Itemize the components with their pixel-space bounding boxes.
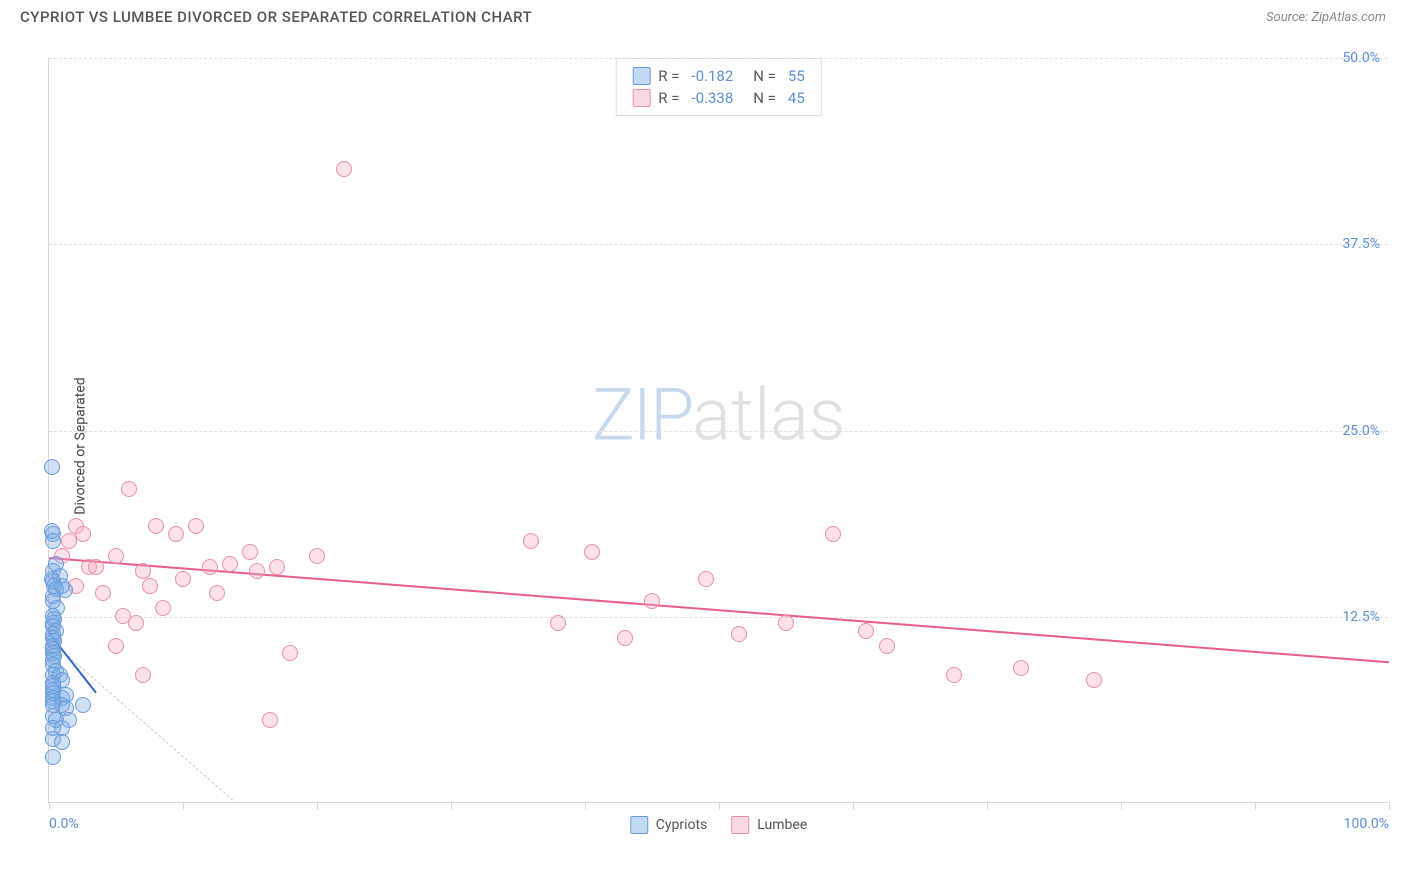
scatter-point-lumbee bbox=[108, 548, 124, 564]
gridline bbox=[49, 617, 1388, 618]
scatter-point-lumbee bbox=[148, 518, 164, 534]
watermark-atlas: atlas bbox=[692, 373, 845, 458]
lumbee-n-value: 45 bbox=[788, 89, 805, 107]
scatter-point-lumbee bbox=[168, 526, 184, 542]
x-tick-label-right: 100.0% bbox=[1344, 816, 1389, 832]
scatter-point-lumbee bbox=[584, 544, 600, 560]
scatter-point-lumbee bbox=[209, 585, 225, 601]
scatter-point-lumbee bbox=[135, 563, 151, 579]
x-tick-label-left: 0.0% bbox=[49, 816, 79, 832]
legend-item-cypriots: Cypriots bbox=[630, 816, 708, 834]
scatter-point-lumbee bbox=[88, 559, 104, 575]
stats-legend-row-lumbee: R = -0.338 N = 45 bbox=[632, 87, 805, 109]
r-label: R = bbox=[658, 67, 679, 85]
n-label: N = bbox=[753, 89, 776, 107]
scatter-point-lumbee bbox=[175, 571, 191, 587]
scatter-point-lumbee bbox=[858, 623, 874, 639]
swatch-blue-icon bbox=[632, 67, 650, 85]
y-tick-label: 25.0% bbox=[1342, 423, 1380, 439]
scatter-point-lumbee bbox=[222, 556, 238, 572]
y-tick-label: 50.0% bbox=[1342, 50, 1380, 66]
scatter-point-lumbee bbox=[155, 600, 171, 616]
scatter-point-lumbee bbox=[269, 559, 285, 575]
scatter-point-lumbee bbox=[1013, 660, 1029, 676]
scatter-point-lumbee bbox=[61, 533, 77, 549]
scatter-point-cypriots bbox=[75, 697, 91, 713]
stats-legend-row-cypriots: R = -0.182 N = 55 bbox=[632, 65, 805, 87]
scatter-point-lumbee bbox=[523, 533, 539, 549]
scatter-point-lumbee bbox=[95, 585, 111, 601]
scatter-point-cypriots bbox=[44, 459, 60, 475]
scatter-point-lumbee bbox=[550, 615, 566, 631]
gridline bbox=[49, 431, 1388, 432]
gridline bbox=[49, 58, 1388, 59]
scatter-point-lumbee bbox=[282, 645, 298, 661]
swatch-pink-icon bbox=[731, 816, 749, 834]
scatter-point-lumbee bbox=[121, 481, 137, 497]
scatter-point-cypriots bbox=[45, 533, 61, 549]
scatter-point-lumbee bbox=[825, 526, 841, 542]
series-legend: Cypriots Lumbee bbox=[630, 816, 808, 834]
scatter-point-lumbee bbox=[135, 667, 151, 683]
x-tick bbox=[987, 802, 988, 810]
y-tick-label: 37.5% bbox=[1342, 236, 1380, 252]
scatter-point-lumbee bbox=[644, 593, 660, 609]
chart-title: CYPRIOT VS LUMBEE DIVORCED OR SEPARATED … bbox=[20, 8, 532, 26]
x-tick bbox=[183, 802, 184, 810]
scatter-point-lumbee bbox=[242, 544, 258, 560]
x-tick bbox=[317, 802, 318, 810]
scatter-point-lumbee bbox=[336, 161, 352, 177]
legend-label-cypriots: Cypriots bbox=[656, 817, 708, 833]
scatter-point-lumbee bbox=[879, 638, 895, 654]
legend-item-lumbee: Lumbee bbox=[731, 816, 807, 834]
scatter-point-lumbee bbox=[262, 712, 278, 728]
x-tick bbox=[1121, 802, 1122, 810]
scatter-point-lumbee bbox=[188, 518, 204, 534]
x-tick bbox=[49, 802, 50, 810]
scatter-point-lumbee bbox=[731, 626, 747, 642]
scatter-point-cypriots bbox=[54, 734, 70, 750]
gridline bbox=[49, 244, 1388, 245]
scatter-point-lumbee bbox=[617, 630, 633, 646]
x-tick bbox=[719, 802, 720, 810]
cypriots-r-value: -0.182 bbox=[691, 67, 733, 85]
cypriots-n-value: 55 bbox=[788, 67, 805, 85]
scatter-point-lumbee bbox=[128, 615, 144, 631]
scatter-point-lumbee bbox=[946, 667, 962, 683]
scatter-point-lumbee bbox=[778, 615, 794, 631]
scatter-point-lumbee bbox=[309, 548, 325, 564]
swatch-blue-icon bbox=[630, 816, 648, 834]
r-label: R = bbox=[658, 89, 679, 107]
y-tick-label: 12.5% bbox=[1342, 609, 1380, 625]
scatter-point-lumbee bbox=[108, 638, 124, 654]
scatter-point-lumbee bbox=[142, 578, 158, 594]
lumbee-r-value: -0.338 bbox=[691, 89, 733, 107]
scatter-point-cypriots bbox=[45, 749, 61, 765]
n-label: N = bbox=[753, 67, 776, 85]
scatter-point-lumbee bbox=[202, 559, 218, 575]
scatter-point-lumbee bbox=[1086, 672, 1102, 688]
source-attribution: Source: ZipAtlas.com bbox=[1266, 10, 1386, 25]
scatter-point-lumbee bbox=[249, 563, 265, 579]
watermark-zip: ZIP bbox=[592, 373, 693, 458]
x-tick bbox=[1389, 802, 1390, 810]
x-tick bbox=[853, 802, 854, 810]
legend-label-lumbee: Lumbee bbox=[757, 817, 807, 833]
scatter-chart: ZIPatlas R = -0.182 N = 55 R = -0.338 N … bbox=[48, 58, 1388, 803]
x-tick bbox=[585, 802, 586, 810]
scatter-point-lumbee bbox=[698, 571, 714, 587]
x-tick bbox=[451, 802, 452, 810]
x-tick bbox=[1255, 802, 1256, 810]
watermark: ZIPatlas bbox=[592, 373, 846, 458]
swatch-pink-icon bbox=[632, 89, 650, 107]
stats-legend: R = -0.182 N = 55 R = -0.338 N = 45 bbox=[615, 58, 822, 116]
